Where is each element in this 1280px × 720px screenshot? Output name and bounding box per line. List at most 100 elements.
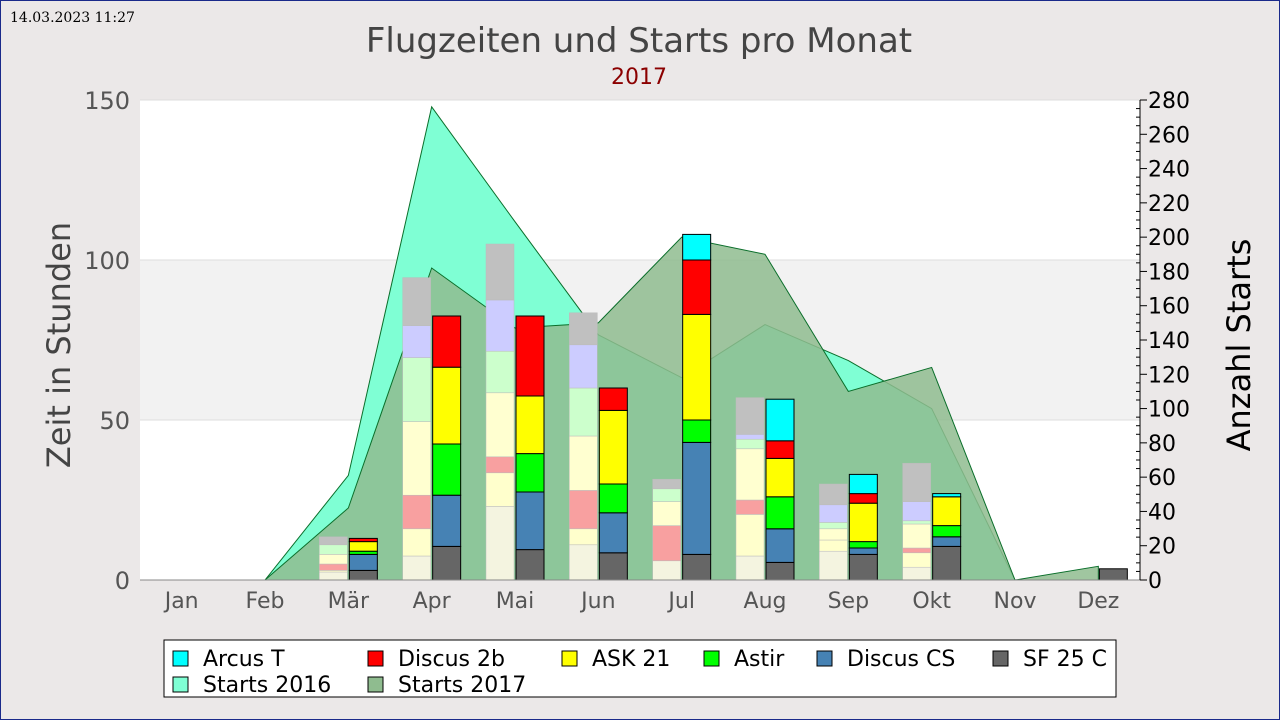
- bar-discus-cs: [932, 536, 962, 547]
- comparison-bar-segment: [652, 501, 681, 526]
- comparison-bar-segment: [319, 536, 348, 546]
- comparison-bar-segment: [485, 506, 515, 581]
- x-tick-label: Sep: [828, 589, 869, 614]
- y-tick-label: 0: [115, 567, 130, 595]
- comparison-bar-segment: [402, 528, 431, 557]
- comparison-bar-segment: [819, 522, 848, 530]
- legend-swatch: [816, 650, 833, 667]
- bar-arcus-t: [682, 233, 712, 261]
- bar-sf-25-c: [515, 549, 545, 581]
- x-tick-label: Mai: [496, 589, 535, 614]
- chart-title: Flugzeiten und Starts pro Monat: [366, 21, 912, 61]
- comparison-bar-segment: [902, 462, 931, 502]
- legend-item-label: SF 25 C: [1023, 647, 1107, 672]
- comparison-bar-segment: [569, 528, 598, 546]
- legend-swatch: [172, 676, 189, 693]
- bar-discus-2b: [598, 387, 628, 411]
- y2-tick-label: 40: [1148, 500, 1176, 525]
- bar-ask-21: [682, 313, 712, 421]
- legend-swatch: [561, 650, 578, 667]
- comparison-bar-segment: [902, 520, 931, 525]
- y2-tick-label: 20: [1148, 535, 1176, 560]
- bar-discus-cs: [598, 512, 628, 554]
- bar-discus-cs: [432, 494, 462, 547]
- bar-ask-21: [598, 409, 628, 485]
- y2-tick-label: 60: [1148, 466, 1176, 491]
- y2-tick-label: 100: [1148, 398, 1190, 423]
- y2-tick-label: 180: [1148, 260, 1190, 285]
- bar-sf-25-c: [848, 553, 878, 581]
- comparison-bar-segment: [735, 434, 765, 440]
- bar-astir: [765, 496, 795, 530]
- x-tick-label: Okt: [912, 589, 951, 614]
- comparison-bar-segment: [319, 554, 348, 565]
- comparison-bar-segment: [402, 325, 431, 358]
- comparison-bar-segment: [735, 438, 765, 450]
- legend: Arcus T Discus 2b ASK 21 Astir Discus CS SF 2…: [163, 639, 1117, 698]
- bar-ask-21: [932, 496, 962, 527]
- comparison-bar-segment: [402, 277, 431, 326]
- bar-discus-cs: [348, 553, 378, 571]
- bar-arcus-t: [848, 473, 878, 495]
- y2-tick-label: 240: [1148, 158, 1190, 183]
- bar-arcus-t: [765, 398, 795, 442]
- bar-sf-25-c: [682, 553, 712, 581]
- legend-item-label: ASK 21: [592, 647, 670, 672]
- legend-item-label: Starts 2017: [398, 673, 526, 698]
- legend-item-label: Discus CS: [847, 647, 955, 672]
- comparison-bar-segment: [485, 299, 515, 352]
- comparison-bar-segment: [652, 560, 681, 581]
- timestamp: 14.03.2023 11:27: [10, 10, 135, 26]
- y2-tick-label: 260: [1148, 123, 1190, 148]
- y2-tick-label: 280: [1148, 89, 1190, 114]
- y2-tick-label: 140: [1148, 329, 1190, 354]
- bar-discus-2b: [348, 537, 378, 543]
- y2-axis-label: Anzahl Starts: [1220, 239, 1258, 452]
- bar-discus-cs: [515, 491, 545, 551]
- comparison-bar-segment: [485, 472, 515, 507]
- y-tick-label: 150: [84, 87, 130, 115]
- bar-sf-25-c: [1098, 568, 1128, 581]
- comparison-bar-segment: [569, 387, 598, 437]
- bar-astir: [515, 453, 545, 493]
- comparison-bar-segment: [819, 539, 848, 552]
- comparison-bar-segment: [319, 544, 348, 555]
- comparison-bar-segment: [652, 525, 681, 562]
- legend-item-label: Astir: [734, 647, 785, 672]
- y2-tick-label: 200: [1148, 226, 1190, 251]
- x-tick-label: Aug: [744, 589, 787, 614]
- comparison-bar-segment: [735, 499, 765, 515]
- comparison-bar-segment: [902, 523, 931, 549]
- legend-item-label: Discus 2b: [398, 647, 505, 672]
- legend-item-label: Arcus T: [203, 647, 285, 672]
- comparison-bar-segment: [735, 555, 765, 581]
- comparison-bar-segment: [902, 547, 931, 554]
- bar-ask-21: [765, 457, 795, 498]
- bar-astir: [432, 443, 462, 496]
- bar-discus-2b: [515, 315, 545, 397]
- y2-tick-label: 220: [1148, 192, 1190, 217]
- bar-discus-cs: [765, 528, 795, 563]
- bar-sf-25-c: [598, 552, 628, 581]
- y2-tick-label: 160: [1148, 295, 1190, 320]
- comparison-bar-segment: [569, 312, 598, 346]
- bar-sf-25-c: [932, 545, 962, 581]
- bar-astir: [848, 541, 878, 549]
- comparison-bar-segment: [569, 490, 598, 530]
- comparison-bar-segment: [402, 494, 431, 530]
- bar-sf-25-c: [348, 569, 378, 581]
- legend-swatch: [992, 650, 1009, 667]
- comparison-bar-segment: [819, 528, 848, 541]
- comparison-bar-segment: [485, 456, 515, 474]
- y-tick-label: 100: [84, 247, 130, 275]
- bar-ask-21: [515, 395, 545, 455]
- legend-swatch: [703, 650, 720, 667]
- legend-swatch: [367, 650, 384, 667]
- comparison-bar-segment: [402, 555, 431, 581]
- bar-discus-2b: [765, 440, 795, 459]
- comparison-bar-segment: [735, 448, 765, 501]
- x-tick-label: Jan: [163, 589, 199, 614]
- bar-arcus-t: [932, 493, 962, 498]
- bar-astir: [682, 419, 712, 443]
